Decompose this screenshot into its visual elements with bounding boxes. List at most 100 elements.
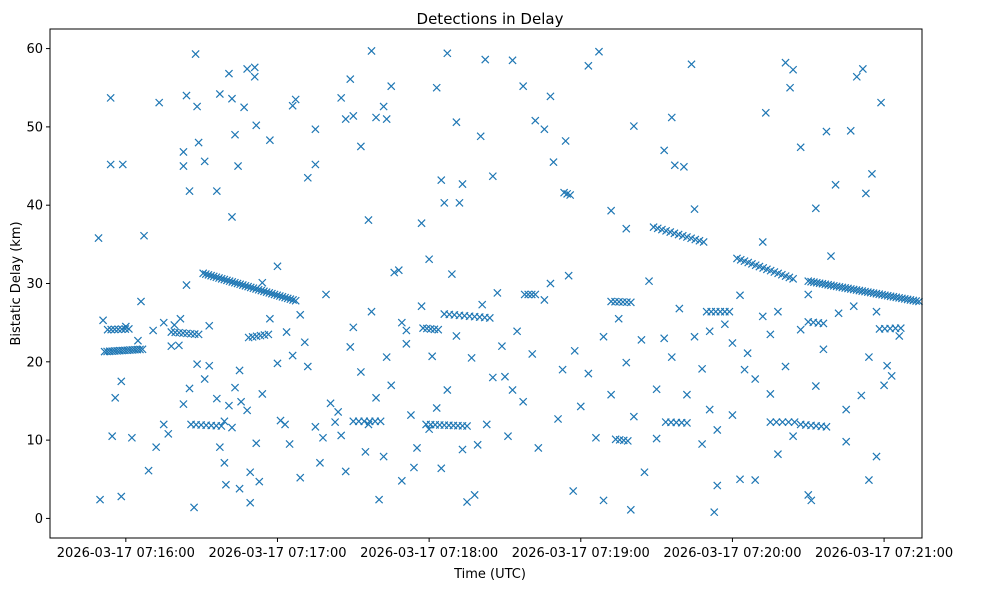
data-point-x-marker xyxy=(139,231,149,240)
data-point-x-marker xyxy=(176,314,185,323)
data-point-x-marker xyxy=(205,361,214,370)
data-point-x-marker xyxy=(227,94,237,103)
data-point-x-marker xyxy=(220,275,229,284)
data-point-x-marker xyxy=(531,116,540,125)
data-point-x-marker xyxy=(372,393,381,402)
data-point-x-marker xyxy=(296,310,305,319)
data-point-x-marker xyxy=(877,98,886,107)
data-point-x-marker xyxy=(265,136,274,145)
data-point-x-marker xyxy=(728,338,737,348)
data-point-x-marker xyxy=(382,115,391,124)
data-point-x-marker xyxy=(531,290,540,299)
data-point-x-marker xyxy=(121,325,130,334)
data-point-x-marker xyxy=(235,484,244,493)
data-point-x-marker xyxy=(478,300,487,309)
data-point-x-marker xyxy=(425,255,434,264)
data-point-x-marker xyxy=(200,157,209,166)
data-point-x-marker xyxy=(846,126,855,135)
data-point-x-marker xyxy=(117,492,126,501)
data-point-x-marker xyxy=(110,325,119,334)
data-point-x-marker xyxy=(614,314,623,323)
data-point-x-marker xyxy=(296,473,305,482)
data-point-x-marker xyxy=(303,173,312,182)
data-point-x-marker xyxy=(713,425,722,434)
data-point-x-marker xyxy=(819,319,828,328)
data-point-x-marker xyxy=(493,288,502,297)
data-point-x-marker xyxy=(246,283,255,292)
data-point-x-marker xyxy=(452,118,461,127)
data-point-x-marker xyxy=(397,476,406,485)
data-point-x-marker xyxy=(127,433,136,442)
data-point-x-marker xyxy=(599,496,608,505)
data-point-x-marker xyxy=(500,372,509,381)
data-point-x-marker xyxy=(549,158,558,167)
data-point-x-marker xyxy=(234,162,243,171)
data-point-x-marker xyxy=(546,279,555,288)
data-point-x-marker xyxy=(205,321,214,330)
data-point-x-marker xyxy=(136,297,146,306)
data-point-x-marker xyxy=(270,290,279,299)
y-tick-label: 60 xyxy=(26,42,43,57)
data-point-x-marker xyxy=(356,367,365,377)
data-point-x-marker xyxy=(182,281,191,290)
data-point-x-marker xyxy=(778,418,787,427)
data-point-x-marker xyxy=(849,302,858,311)
data-point-x-marker xyxy=(159,420,168,429)
data-point-x-marker xyxy=(286,295,295,304)
data-point-x-marker xyxy=(485,313,494,322)
data-point-x-marker xyxy=(106,93,115,102)
data-point-x-marker xyxy=(334,407,343,416)
y-axis-label: Bistatic Delay (km) xyxy=(9,221,24,345)
data-point-x-marker xyxy=(227,212,237,221)
data-point-x-marker xyxy=(463,421,472,431)
data-point-x-marker xyxy=(872,307,881,316)
data-point-x-marker xyxy=(402,326,411,335)
data-point-x-marker xyxy=(789,432,798,441)
data-point-x-marker xyxy=(117,325,126,334)
data-point-x-marker xyxy=(728,411,737,420)
data-point-x-marker xyxy=(288,101,297,110)
data-point-x-marker xyxy=(152,443,161,452)
data-point-x-marker xyxy=(914,297,923,306)
data-point-x-marker xyxy=(255,477,264,486)
data-point-x-marker xyxy=(311,160,320,169)
data-point-x-marker xyxy=(895,331,904,340)
data-point-x-marker xyxy=(864,476,873,485)
data-point-x-marker xyxy=(584,61,593,70)
data-point-x-marker xyxy=(259,287,268,296)
data-point-x-marker xyxy=(622,358,631,367)
data-point-x-marker xyxy=(237,397,246,406)
data-point-x-marker xyxy=(194,138,203,147)
data-point-x-marker xyxy=(519,397,528,406)
data-point-x-marker xyxy=(807,496,816,505)
data-point-x-marker xyxy=(417,219,426,228)
data-point-x-marker xyxy=(167,342,176,351)
data-point-x-marker xyxy=(94,234,103,243)
data-point-x-marker xyxy=(288,351,297,360)
data-point-x-marker xyxy=(629,412,638,421)
data-point-x-marker xyxy=(243,406,252,415)
data-point-x-marker xyxy=(458,180,467,189)
data-point-x-marker xyxy=(473,440,482,449)
data-point-x-marker xyxy=(880,381,889,390)
data-point-x-marker xyxy=(569,486,578,496)
data-point-x-marker xyxy=(822,422,831,431)
data-point-x-marker xyxy=(228,277,237,286)
data-point-x-marker xyxy=(246,468,255,477)
data-point-x-marker xyxy=(225,277,234,286)
data-point-x-marker xyxy=(265,314,274,323)
y-tick-label: 10 xyxy=(26,434,43,449)
data-point-x-marker xyxy=(149,326,158,335)
data-point-x-marker xyxy=(243,64,252,73)
data-point-x-marker xyxy=(896,324,905,333)
data-point-x-marker xyxy=(679,162,688,171)
data-point-x-marker xyxy=(796,143,805,152)
data-point-x-marker xyxy=(217,274,226,283)
data-point-x-marker xyxy=(463,497,472,507)
data-point-x-marker xyxy=(265,288,274,297)
data-point-x-marker xyxy=(508,385,517,395)
data-point-x-marker xyxy=(289,295,298,304)
data-point-x-marker xyxy=(241,281,250,290)
data-point-x-marker xyxy=(372,113,381,122)
data-point-x-marker xyxy=(513,327,522,336)
